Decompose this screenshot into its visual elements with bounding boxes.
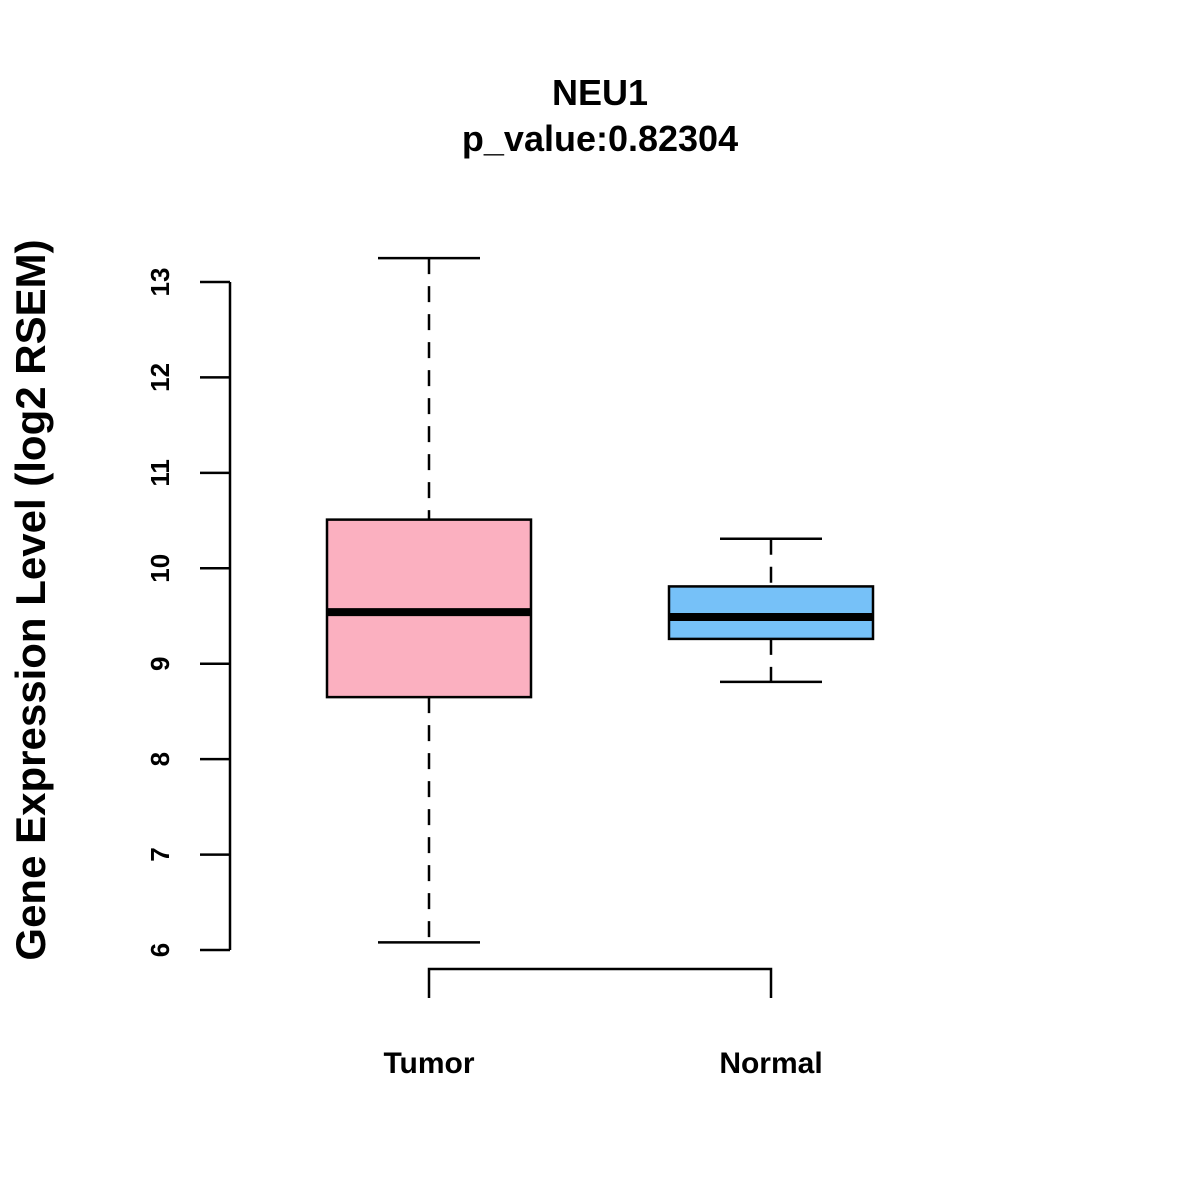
chart-subtitle: p_value:0.82304 bbox=[462, 118, 738, 159]
y-axis-title: Gene Expression Level (log2 RSEM) bbox=[7, 239, 54, 960]
box-normal bbox=[667, 537, 875, 684]
boxes-group bbox=[325, 256, 875, 944]
box-iqr bbox=[667, 585, 875, 641]
y-tick-label: 9 bbox=[145, 656, 175, 670]
y-tick-label: 12 bbox=[145, 363, 175, 392]
y-tick-label: 7 bbox=[145, 847, 175, 861]
x-category-label: Tumor bbox=[383, 1047, 474, 1080]
y-tick-label: 13 bbox=[145, 268, 175, 297]
y-axis: 6 7 8 9 10 11 12 13 bbox=[145, 268, 232, 957]
box-tumor bbox=[325, 256, 533, 944]
comparison-bracket bbox=[427, 967, 773, 998]
y-tick-label: 8 bbox=[145, 752, 175, 766]
comparison-bracket-group bbox=[427, 967, 773, 998]
y-tick-label: 6 bbox=[145, 943, 175, 957]
y-tick-label: 10 bbox=[145, 554, 175, 583]
x-category-label: Normal bbox=[719, 1047, 822, 1080]
x-axis-labels: Tumor Normal bbox=[383, 1047, 822, 1080]
y-tick-label: 11 bbox=[145, 459, 175, 487]
chart-title: NEU1 bbox=[552, 72, 648, 113]
